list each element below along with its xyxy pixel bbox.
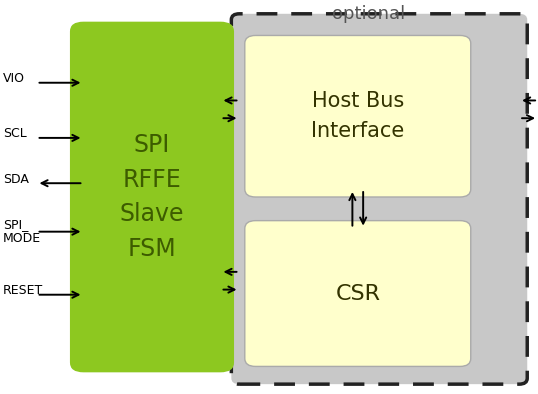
FancyBboxPatch shape (245, 35, 471, 197)
FancyBboxPatch shape (70, 22, 234, 372)
Text: SPI_: SPI_ (3, 218, 28, 231)
FancyBboxPatch shape (231, 14, 527, 384)
Text: Host Bus
Interface: Host Bus Interface (311, 91, 405, 141)
Text: MODE: MODE (3, 232, 41, 245)
FancyBboxPatch shape (245, 221, 471, 366)
Text: SPI
RFFE
Slave
FSM: SPI RFFE Slave FSM (120, 133, 184, 261)
Text: RESET: RESET (3, 284, 43, 297)
Text: CSR: CSR (335, 284, 380, 303)
Text: SDA: SDA (3, 173, 29, 186)
Text: VIO: VIO (3, 72, 25, 85)
Text: SCL: SCL (3, 128, 26, 140)
Text: optional: optional (332, 5, 405, 23)
